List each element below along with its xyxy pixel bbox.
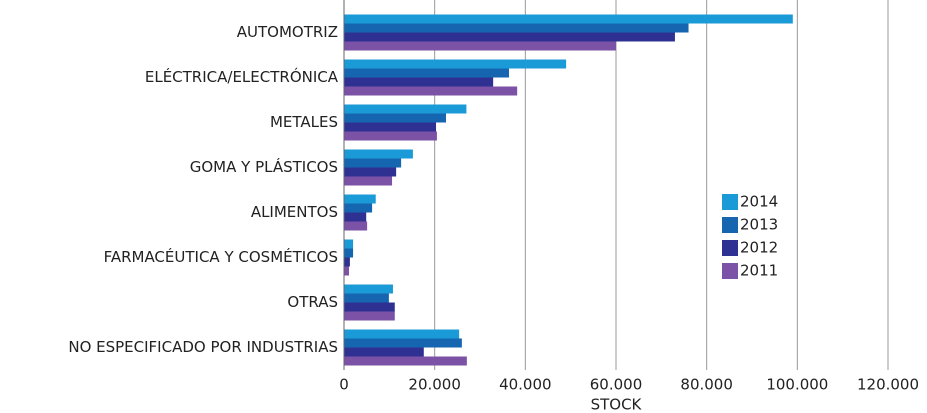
bar	[344, 347, 424, 357]
y-tick-label: AUTOMOTRIZ	[237, 23, 338, 41]
bar	[344, 68, 510, 78]
bar	[344, 167, 397, 177]
y-tick-label: OTRAS	[287, 293, 338, 311]
bar	[344, 293, 389, 303]
bar	[344, 113, 446, 123]
legend-label: 2011	[740, 262, 778, 280]
x-tick-label: 60.000	[590, 376, 643, 394]
legend-swatch	[722, 194, 738, 210]
bar	[344, 248, 354, 258]
legend-swatch	[722, 263, 738, 279]
legend-swatch	[722, 217, 738, 233]
bar	[344, 239, 354, 249]
x-axis-label: STOCK	[591, 396, 643, 413]
bar	[344, 284, 393, 294]
y-tick-label: ELÉCTRICA/ELECTRÓNICA	[145, 67, 339, 86]
y-tick-label: ALIMENTOS	[251, 203, 338, 221]
bar	[344, 14, 793, 24]
bar	[344, 158, 402, 168]
bar	[344, 23, 689, 33]
y-tick-label: METALES	[270, 113, 338, 131]
bar	[344, 329, 460, 339]
bar	[344, 86, 518, 96]
bar	[344, 104, 467, 114]
bar	[344, 59, 567, 69]
bar	[344, 194, 376, 204]
x-tick-label: 20.000	[408, 376, 461, 394]
x-tick-label: 120.000	[857, 376, 919, 394]
bar	[344, 221, 368, 231]
legend-label: 2012	[740, 239, 778, 257]
legend-swatch	[722, 240, 738, 256]
bar	[344, 131, 437, 141]
bar	[344, 122, 437, 132]
bar	[344, 266, 349, 276]
x-tick-label: 80.000	[680, 376, 733, 394]
bar	[344, 302, 395, 312]
x-tick-label: 100.000	[766, 376, 828, 394]
bar	[344, 311, 395, 321]
bar	[344, 212, 367, 222]
bar	[344, 338, 462, 348]
bar	[344, 176, 393, 186]
bar	[344, 77, 494, 87]
y-tick-label: FARMACÉUTICA Y COSMÉTICOS	[104, 247, 338, 266]
x-tick-label: 0	[339, 376, 349, 394]
legend-label: 2013	[740, 216, 778, 234]
x-tick-label: 40.000	[499, 376, 552, 394]
bar	[344, 356, 467, 366]
bar	[344, 149, 413, 159]
bar	[344, 203, 373, 213]
legend-label: 2014	[740, 193, 778, 211]
bar	[344, 41, 616, 51]
bar	[344, 257, 350, 267]
y-tick-label: NO ESPECIFICADO POR INDUSTRIAS	[68, 338, 338, 356]
bar	[344, 32, 675, 42]
y-tick-label: GOMA Y PLÁSTICOS	[190, 157, 338, 176]
